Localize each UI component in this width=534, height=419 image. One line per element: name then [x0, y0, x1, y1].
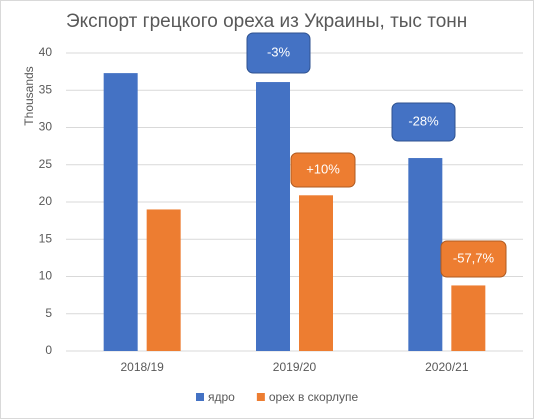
y-tick-label: 25 — [39, 157, 53, 171]
legend-swatch — [196, 393, 204, 401]
y-tick-label: 30 — [39, 120, 53, 134]
annotation-box — [440, 240, 507, 278]
y-tick-label: 40 — [39, 45, 53, 59]
annotation: -28% — [408, 113, 439, 128]
legend-label: ядро — [208, 390, 235, 404]
x-tick-label: 2020/21 — [425, 360, 469, 374]
chart-title: Экспорт грецкого ореха из Украины, тыс т… — [66, 11, 467, 32]
y-tick-label: 5 — [45, 306, 52, 320]
annotation-box — [391, 102, 456, 142]
annotation-box — [246, 32, 311, 74]
bar — [451, 285, 486, 351]
annotation: -57,7% — [453, 250, 495, 265]
x-tick-label: 2019/20 — [273, 360, 317, 374]
bar — [408, 158, 443, 351]
bar — [103, 73, 138, 352]
x-tick-label: 2018/19 — [120, 360, 164, 374]
y-tick-label: 10 — [39, 269, 53, 283]
legend-swatch — [256, 393, 265, 401]
annotation: +10% — [306, 161, 340, 176]
y-tick-label: 0 — [45, 343, 52, 357]
y-tick-label: 20 — [39, 194, 53, 208]
bar — [146, 209, 181, 351]
annotation: -3% — [267, 44, 291, 59]
bar — [256, 82, 290, 352]
bar — [299, 195, 333, 351]
annotation-box — [290, 152, 356, 188]
y-tick-label: 15 — [39, 231, 53, 245]
y-axis-label: Thousands — [22, 66, 36, 125]
legend-label: орех в скорлупе — [269, 390, 359, 404]
y-tick-label: 35 — [39, 82, 53, 96]
